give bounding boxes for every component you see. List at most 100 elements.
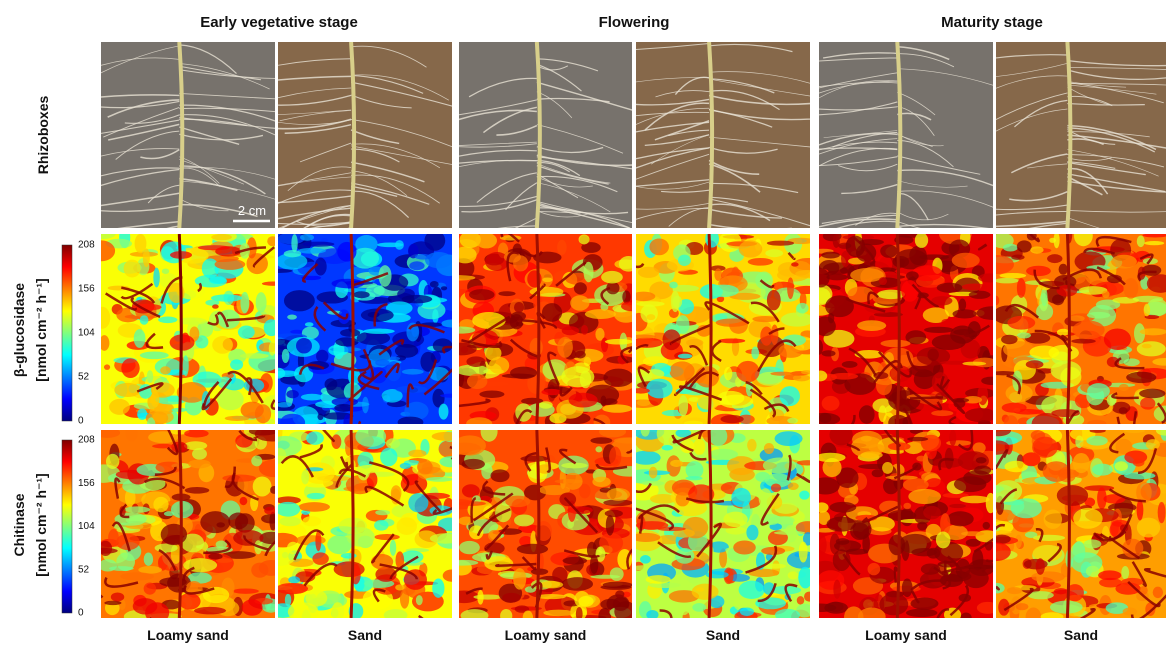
activity-patch (724, 367, 732, 380)
activity-patch (380, 448, 397, 467)
activity-patch (960, 612, 971, 622)
activity-patch (811, 477, 840, 494)
activity-patch (489, 357, 509, 374)
activity-patch (861, 451, 883, 459)
activity-patch (416, 595, 423, 605)
activity-patch (952, 309, 976, 318)
activity-patch (941, 319, 951, 325)
zymogram (445, 231, 643, 442)
activity-patch (400, 463, 411, 469)
activity-patch (408, 450, 426, 458)
activity-patch (439, 404, 449, 420)
activity-patch (931, 410, 953, 416)
activity-patch (273, 370, 298, 377)
activity-patch (872, 469, 884, 477)
activity-patch (198, 245, 230, 250)
activity-patch (637, 399, 651, 406)
activity-patch (915, 233, 928, 248)
activity-patch (1072, 321, 1104, 340)
activity-patch (561, 366, 594, 387)
activity-patch (109, 566, 134, 571)
activity-patch (335, 337, 358, 346)
activity-patch (774, 531, 805, 535)
activity-patch (230, 359, 243, 370)
activity-patch (432, 432, 461, 441)
activity-patch (280, 414, 305, 431)
activity-patch (986, 493, 996, 513)
activity-patch (927, 348, 938, 360)
activity-patch (1142, 344, 1152, 349)
activity-patch (1007, 587, 1022, 594)
activity-patch (640, 304, 657, 322)
activity-patch (708, 449, 738, 460)
activity-patch (215, 259, 246, 270)
activity-patch (678, 354, 692, 359)
activity-patch (1057, 285, 1078, 297)
activity-patch (211, 231, 237, 242)
activity-patch (216, 559, 233, 563)
activity-patch (921, 435, 941, 452)
activity-patch (162, 268, 169, 273)
activity-patch (255, 404, 271, 423)
activity-patch (962, 284, 988, 291)
activity-patch (718, 338, 745, 343)
activity-patch (251, 563, 268, 578)
activity-patch (517, 544, 548, 554)
activity-patch (228, 513, 248, 530)
activity-patch (282, 349, 290, 363)
activity-patch (947, 511, 974, 526)
root-hotspot (87, 585, 103, 598)
colorbar-tick-label: 52 (78, 372, 90, 383)
activity-patch (151, 392, 160, 408)
activity-patch (842, 361, 858, 368)
activity-patch (709, 426, 727, 446)
activity-patch (595, 446, 602, 452)
activity-patch (631, 335, 656, 339)
activity-patch (203, 587, 229, 603)
activity-patch (1052, 294, 1064, 305)
activity-patch (670, 460, 683, 467)
activity-patch (147, 370, 154, 383)
activity-patch (818, 535, 826, 555)
soil-label: Sand (348, 627, 382, 643)
activity-patch (277, 402, 292, 407)
activity-patch (798, 567, 812, 589)
activity-patch (733, 540, 756, 554)
activity-patch (240, 497, 248, 505)
activity-patch (764, 443, 774, 454)
activity-patch (563, 473, 582, 490)
activity-patch (584, 262, 594, 283)
activity-patch (240, 353, 269, 358)
activity-patch (357, 465, 379, 473)
activity-patch (459, 541, 480, 554)
activity-patch (1087, 312, 1110, 319)
activity-patch (1087, 383, 1110, 399)
activity-patch (830, 424, 853, 445)
activity-patch (1137, 341, 1166, 356)
activity-patch (796, 303, 808, 314)
activity-patch (498, 291, 515, 296)
activity-patch (557, 337, 573, 358)
activity-patch (1102, 291, 1110, 299)
activity-patch (466, 356, 485, 367)
activity-patch (636, 301, 664, 306)
activity-patch (432, 579, 444, 598)
activity-patch (563, 557, 588, 565)
soil-label: Loamy sand (865, 627, 947, 643)
activity-patch (815, 502, 828, 512)
activity-patch (791, 262, 798, 266)
activity-patch (300, 234, 314, 241)
activity-patch (685, 476, 702, 480)
activity-patch (1137, 518, 1160, 538)
activity-patch (562, 326, 579, 335)
activity-patch (398, 417, 424, 428)
activity-patch (767, 290, 781, 311)
activity-patch (775, 609, 800, 621)
activity-patch (1087, 420, 1106, 427)
activity-patch (124, 260, 141, 278)
activity-patch (140, 351, 169, 359)
activity-patch (906, 609, 937, 617)
activity-patch (543, 610, 574, 617)
activity-patch (649, 467, 658, 479)
activity-patch (1119, 407, 1128, 414)
